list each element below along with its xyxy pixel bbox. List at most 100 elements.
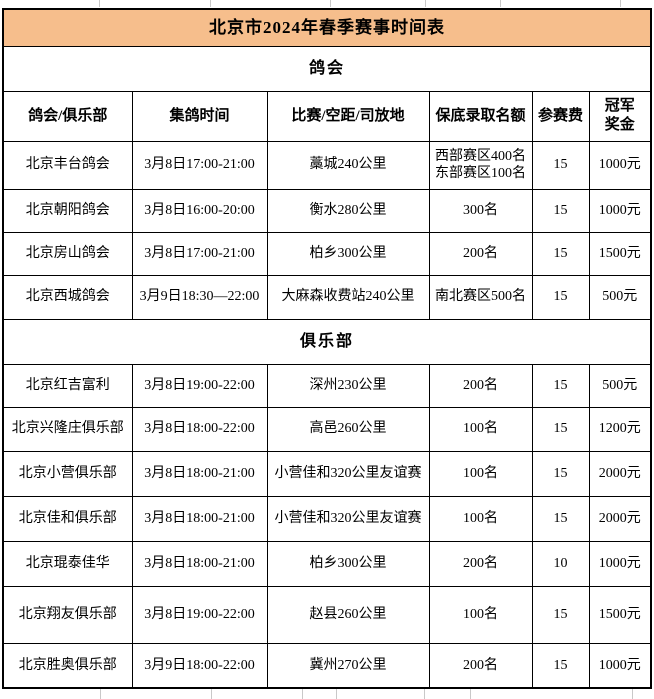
cell-club: 北京红吉富利	[2, 363, 133, 408]
cell-time: 3月8日18:00-22:00	[131, 406, 268, 452]
cell-club: 北京西城鸽会	[2, 274, 133, 320]
cell-fee: 15	[531, 140, 590, 190]
cell-club: 北京房山鸽会	[2, 231, 133, 276]
cell-race: 小营佳和320公里友谊赛	[266, 450, 430, 497]
table-row: 北京胜奥俱乐部 3月9日18:00-22:00 冀州270公里 200名 15 …	[2, 642, 652, 689]
cell-quota: 300名	[428, 188, 533, 233]
cell-club: 北京琨泰佳华	[2, 540, 133, 587]
cell-club: 北京朝阳鸽会	[2, 188, 133, 233]
cell-club: 北京佳和俱乐部	[2, 495, 133, 542]
table-row: 北京兴隆庄俱乐部 3月8日18:00-22:00 高邑260公里 100名 15…	[2, 406, 652, 452]
cell-fee: 15	[531, 495, 590, 542]
table-row: 北京丰台鸽会 3月8日17:00-21:00 藁城240公里 西部赛区400名 …	[2, 140, 652, 190]
cell-quota: 200名	[428, 363, 533, 408]
cell-time: 3月8日17:00-21:00	[131, 140, 268, 190]
cell-time: 3月8日19:00-22:00	[131, 585, 268, 644]
gridline-stub	[470, 687, 471, 699]
cell-race: 柏乡300公里	[266, 231, 430, 276]
cell-quota: 100名	[428, 585, 533, 644]
table-row: 北京市2024年春季赛事时间表	[2, 8, 652, 47]
cell-fee: 15	[531, 188, 590, 233]
cell-time: 3月8日18:00-21:00	[131, 540, 268, 587]
cell-fee: 15	[531, 406, 590, 452]
cell-fee: 15	[531, 274, 590, 320]
cell-race: 柏乡300公里	[266, 540, 430, 587]
section-header-geuhui: 鸽会	[2, 45, 652, 92]
page-title: 北京市2024年春季赛事时间表	[2, 8, 652, 47]
gridline-stub	[302, 687, 303, 699]
cell-quota: 200名	[428, 642, 533, 689]
table-row: 北京房山鸽会 3月8日17:00-21:00 柏乡300公里 200名 15 1…	[2, 231, 652, 276]
section-header-julebu: 俱乐部	[2, 318, 652, 365]
gridline-stub	[211, 687, 212, 699]
table-row: 北京朝阳鸽会 3月8日16:00-20:00 衡水280公里 300名 15 1…	[2, 188, 652, 233]
table-row: 北京琨泰佳华 3月8日18:00-21:00 柏乡300公里 200名 10 1…	[2, 540, 652, 587]
table-row: 北京西城鸽会 3月9日18:30—22:00 大麻森收费站240公里 南北赛区5…	[2, 274, 652, 320]
cell-time: 3月8日17:00-21:00	[131, 231, 268, 276]
gridline-stub	[425, 0, 426, 7]
cell-prize: 1000元	[588, 140, 652, 190]
column-header-fee: 参赛费	[531, 90, 590, 142]
cell-race: 高邑260公里	[266, 406, 430, 452]
cell-quota: 200名	[428, 540, 533, 587]
cell-fee: 15	[531, 450, 590, 497]
table-row: 俱乐部	[2, 318, 652, 365]
cell-quota: 200名	[428, 231, 533, 276]
cell-fee: 10	[531, 540, 590, 587]
column-header-time: 集鸽时间	[131, 90, 268, 142]
cell-prize: 500元	[588, 274, 652, 320]
gridline-stub	[330, 0, 331, 7]
column-header-prize: 冠军 奖金	[588, 90, 652, 142]
gridline-stub	[100, 687, 101, 699]
column-header-club: 鸽会/俱乐部	[2, 90, 133, 142]
cell-race: 衡水280公里	[266, 188, 430, 233]
cell-prize: 1500元	[588, 585, 652, 644]
cell-prize: 1000元	[588, 642, 652, 689]
cell-fee: 15	[531, 642, 590, 689]
cell-time: 3月9日18:00-22:00	[131, 642, 268, 689]
gridline-stub	[99, 0, 100, 7]
cell-prize: 2000元	[588, 495, 652, 542]
table-row: 北京佳和俱乐部 3月8日18:00-21:00 小营佳和320公里友谊赛 100…	[2, 495, 652, 542]
gridline-stub	[210, 0, 211, 7]
table-row: 鸽会	[2, 45, 652, 92]
cell-race: 大麻森收费站240公里	[266, 274, 430, 320]
cell-time: 3月9日18:30—22:00	[131, 274, 268, 320]
cell-club: 北京翔友俱乐部	[2, 585, 133, 644]
cell-race: 冀州270公里	[266, 642, 430, 689]
table-row: 北京翔友俱乐部 3月8日19:00-22:00 赵县260公里 100名 15 …	[2, 585, 652, 644]
table-row: 北京小营俱乐部 3月8日18:00-21:00 小营佳和320公里友谊赛 100…	[2, 450, 652, 497]
cell-race: 深州230公里	[266, 363, 430, 408]
table-row: 鸽会/俱乐部 集鸽时间 比赛/空距/司放地 保底录取名额 参赛费 冠军 奖金	[2, 90, 652, 142]
gridline-stub	[500, 0, 501, 7]
cell-quota: 南北赛区500名	[428, 274, 533, 320]
cell-race: 藁城240公里	[266, 140, 430, 190]
column-header-race: 比赛/空距/司放地	[266, 90, 430, 142]
cell-prize: 1000元	[588, 540, 652, 587]
cell-club: 北京小营俱乐部	[2, 450, 133, 497]
cell-race: 小营佳和320公里友谊赛	[266, 495, 430, 542]
gridline-stub	[632, 687, 633, 699]
cell-prize: 500元	[588, 363, 652, 408]
gridline-stub	[336, 687, 337, 699]
cell-quota: 100名	[428, 450, 533, 497]
schedule-table: 北京市2024年春季赛事时间表 鸽会 鸽会/俱乐部 集鸽时间 比赛/空距/司放地…	[2, 8, 653, 689]
gridline-stub	[424, 687, 425, 699]
cell-club: 北京胜奥俱乐部	[2, 642, 133, 689]
cell-fee: 15	[531, 585, 590, 644]
cell-quota: 100名	[428, 406, 533, 452]
cell-time: 3月8日18:00-21:00	[131, 495, 268, 542]
gridline-stub	[620, 0, 621, 7]
cell-fee: 15	[531, 231, 590, 276]
cell-time: 3月8日18:00-21:00	[131, 450, 268, 497]
cell-quota: 100名	[428, 495, 533, 542]
cell-prize: 1200元	[588, 406, 652, 452]
cell-quota: 西部赛区400名 东部赛区100名	[428, 140, 533, 190]
cell-time: 3月8日19:00-22:00	[131, 363, 268, 408]
cell-fee: 15	[531, 363, 590, 408]
cell-prize: 2000元	[588, 450, 652, 497]
cell-prize: 1000元	[588, 188, 652, 233]
table-row: 北京红吉富利 3月8日19:00-22:00 深州230公里 200名 15 5…	[2, 363, 652, 408]
cell-race: 赵县260公里	[266, 585, 430, 644]
